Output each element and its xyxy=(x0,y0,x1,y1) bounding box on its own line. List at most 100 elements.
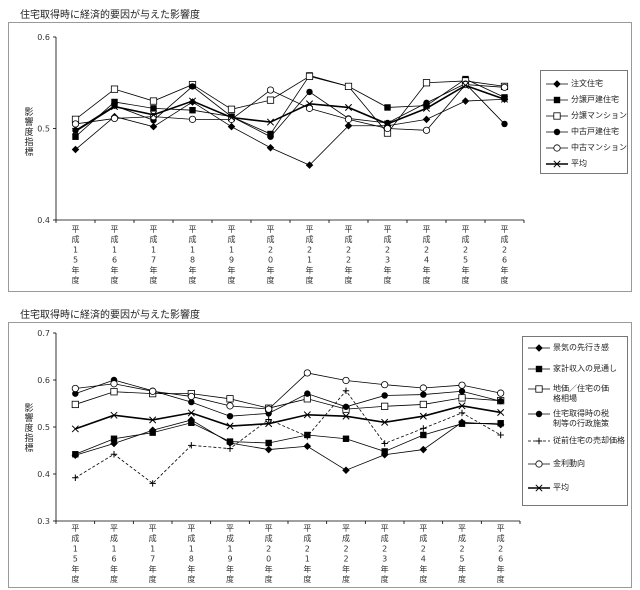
series-7 xyxy=(71,402,505,433)
data-point xyxy=(149,111,158,119)
x-tick-label: 平成 2 0 年度 xyxy=(267,225,275,285)
x-tick-label: 平成 2 2 年度 xyxy=(342,524,350,584)
legend-label: 住宅取得時の税 制等の行政施策 xyxy=(553,409,609,428)
data-point xyxy=(305,104,314,112)
data-point xyxy=(226,395,234,403)
data-point xyxy=(420,391,427,398)
series-2 xyxy=(72,419,504,458)
legend-marker xyxy=(535,344,543,352)
legend-swatch xyxy=(546,144,568,152)
data-point xyxy=(381,392,388,399)
legend-marker xyxy=(553,160,561,168)
data-point xyxy=(188,115,197,123)
data-point xyxy=(381,440,388,447)
data-point xyxy=(383,120,392,128)
chart-panel-2: 住宅取得時に経済的要因が与えた影響度 0.3 0.4 0.5 0.6 0.7 平成 1 5 年度… xyxy=(0,298,640,590)
y-tick-label: 0.4 xyxy=(37,470,50,479)
data-point xyxy=(500,95,509,103)
data-point xyxy=(422,115,431,124)
legend-label: 注文住宅 xyxy=(571,79,603,88)
data-point xyxy=(305,100,314,108)
legend-swatch xyxy=(546,128,568,136)
x-tick-label: 平成 2 1 年度 xyxy=(303,524,311,584)
series-line xyxy=(75,75,505,134)
data-point xyxy=(111,98,118,106)
y-tick-label: 0.6 xyxy=(37,376,50,385)
data-point xyxy=(110,435,118,442)
legend-label: 家計収入の見通し xyxy=(553,364,617,373)
legend-label: 地価／住宅の価 格相場 xyxy=(553,384,609,403)
data-point xyxy=(110,85,119,93)
data-point xyxy=(72,390,79,397)
series-1 xyxy=(71,416,505,475)
legend-entry: 家計収入の見通し xyxy=(523,364,627,376)
legend-label: 中古戸建住宅 xyxy=(571,127,619,136)
data-point xyxy=(227,113,236,122)
data-point xyxy=(497,389,505,397)
legend-swatch xyxy=(528,437,550,445)
series-line xyxy=(75,98,505,166)
legend-marker xyxy=(553,96,561,104)
data-point xyxy=(422,79,431,87)
data-point xyxy=(226,422,234,430)
x-tick-label: 平成 2 5 年度 xyxy=(462,225,470,285)
data-point xyxy=(266,143,275,152)
data-point xyxy=(500,83,509,91)
series-line xyxy=(75,84,505,132)
legend-swatch xyxy=(546,160,568,168)
series-4 xyxy=(72,80,508,140)
data-point xyxy=(423,99,430,107)
series-4 xyxy=(72,376,504,420)
legend-marker xyxy=(553,80,561,88)
x-tick-label: 平成 1 9 年度 xyxy=(228,225,236,285)
x-tick-label: 平成 1 7 年度 xyxy=(150,225,158,285)
series-6 xyxy=(71,81,509,135)
data-point xyxy=(189,83,196,90)
data-point xyxy=(458,394,466,402)
data-point xyxy=(344,115,353,123)
data-point xyxy=(381,381,389,389)
chart-svg: 0.3 0.4 0.5 0.6 0.7 平成 1 5 年度 平成 1 6 年度 平成 1 7 年度 平成 1 8 年度 平… xyxy=(37,329,521,584)
data-point xyxy=(149,97,158,105)
data-point xyxy=(71,400,79,409)
data-point xyxy=(306,88,313,96)
data-point xyxy=(342,403,350,410)
y-axis-label: 影響度指標 xyxy=(24,404,34,454)
data-point xyxy=(342,435,350,442)
data-point xyxy=(265,416,272,423)
x-tick-label: 平成 1 6 年度 xyxy=(111,225,119,285)
legend-marker xyxy=(535,460,543,468)
data-point xyxy=(265,420,273,428)
data-point xyxy=(150,105,157,112)
data-point xyxy=(71,145,80,154)
data-point xyxy=(461,81,470,90)
data-point xyxy=(226,445,234,452)
data-point xyxy=(458,409,466,417)
data-point xyxy=(342,466,350,475)
data-point xyxy=(344,82,353,91)
data-point xyxy=(187,392,195,401)
chart-svg: 0.4 0.5 0.6 平成 1 5 年度 平成 1 6 年度 平成 1 7 年度 平成 1 8 年度 平成 1 9 年度 平… xyxy=(37,33,525,285)
data-point xyxy=(266,118,275,126)
y-tick-label: 0.5 xyxy=(37,423,50,432)
data-point xyxy=(422,104,431,112)
legend-entry: 平均 xyxy=(541,159,627,171)
series-line xyxy=(75,405,501,430)
legend-marker xyxy=(535,365,543,373)
legend-entry: 注文住宅 xyxy=(541,79,627,91)
data-point xyxy=(265,439,272,447)
data-point xyxy=(266,96,275,104)
legend-swatch xyxy=(546,80,568,88)
data-point xyxy=(188,419,195,426)
series-line xyxy=(75,83,505,138)
data-point xyxy=(458,388,466,395)
data-point xyxy=(342,412,350,420)
series-5 xyxy=(71,80,509,134)
data-point xyxy=(497,397,504,405)
data-point xyxy=(149,416,157,424)
legend-swatch xyxy=(528,410,550,418)
legend-swatch xyxy=(528,385,550,393)
chart-legend: 景気の先行き感 家計収入の見通し 地価／住宅の価 格相場 住宅取得時の税 制等の行政施策従… xyxy=(522,336,628,506)
legend-label: 中古マンション xyxy=(571,143,627,152)
series-line xyxy=(75,372,501,410)
